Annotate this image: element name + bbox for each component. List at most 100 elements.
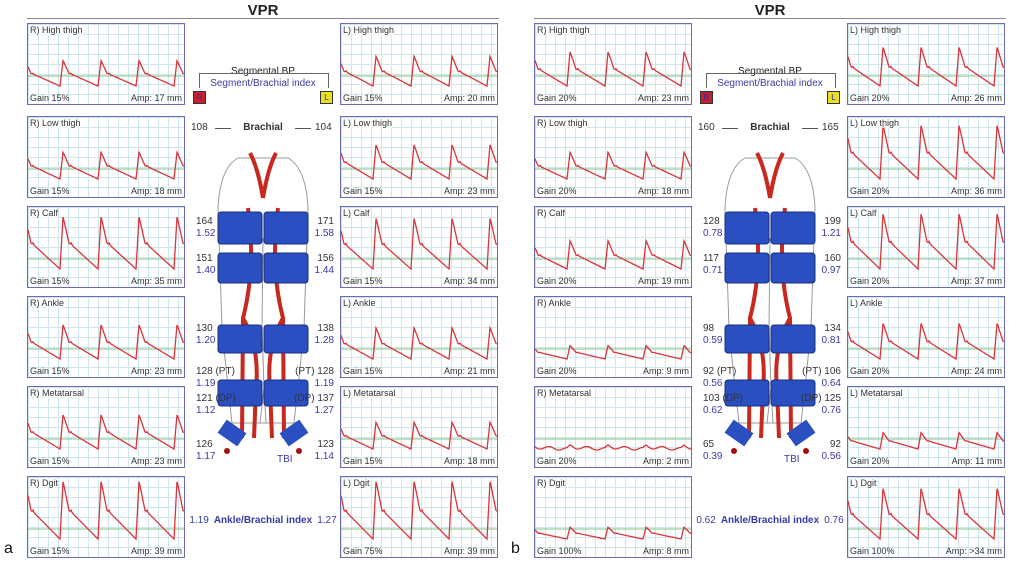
waveform-trace [848, 323, 1004, 361]
bp-cuff [217, 324, 263, 354]
segment-left-bp: (DP) 137 [293, 393, 334, 404]
segment-left-index: 0.76 [821, 405, 841, 416]
brachial-line [215, 128, 231, 129]
waveform-trace [341, 218, 497, 271]
abi-label: Ankle/Brachial index [720, 515, 820, 526]
segment-right-bp: 117 [703, 253, 719, 264]
amplitude-label: Amp: 17 mm [130, 93, 182, 103]
amplitude-label: Amp: 37 mm [950, 276, 1002, 286]
waveform-trace [341, 144, 497, 181]
waveform-trace [848, 47, 1004, 88]
bp-cuff [263, 324, 309, 354]
brachial-right-value: 108 [191, 122, 208, 133]
segment-left-bp: 123 [317, 439, 334, 450]
waveform-chart: R) Metatarsal Gain 15% Amp: 23 mm [27, 386, 185, 468]
amplitude-label: Amp: 11 mm [951, 456, 1002, 466]
waveform-trace [28, 324, 184, 361]
segment-left-bp: 160 [824, 253, 841, 264]
gain-label: Gain 15% [343, 186, 383, 196]
bp-cuff [770, 211, 816, 245]
waveform-chart: R) High thigh Gain 20% Amp: 23 mm [534, 23, 692, 105]
brachial-left-value: 104 [315, 122, 332, 133]
abi-label: Ankle/Brachial index [213, 515, 313, 526]
toe-sensor [296, 448, 302, 454]
gain-label: Gain 20% [850, 366, 890, 376]
panel-title: VPR [754, 2, 786, 19]
waveform-chart: L) High thigh Gain 20% Amp: 26 mm [847, 23, 1005, 105]
chart-label: R) Metatarsal [537, 388, 592, 398]
waveform-chart: L) Low thigh Gain 20% Amp: 36 mm [847, 116, 1005, 198]
segment-left-index: 1.44 [314, 265, 334, 276]
bp-cuff [263, 211, 309, 245]
segment-left-index: 1.27 [314, 405, 334, 416]
bp-cuff [724, 379, 770, 407]
bp-cuff [724, 211, 770, 245]
chart-label: L) Low thigh [850, 118, 900, 128]
gain-label: Gain 20% [850, 456, 890, 466]
bp-cuff [770, 324, 816, 354]
gain-label: Gain 100% [850, 546, 895, 556]
segment-left-bp: (DP) 125 [800, 393, 841, 404]
segment-right-index: 1.12 [196, 405, 216, 416]
legend-bracket [199, 73, 329, 88]
left-leg-marker: L [827, 91, 840, 104]
chart-label: L) Calf [850, 208, 877, 218]
segment-right-bp: 98 [703, 323, 715, 334]
waveform-chart: R) Calf Gain 15% Amp: 35 mm [27, 206, 185, 288]
amplitude-label: Amp: 19 mm [637, 276, 689, 286]
segment-left-index: 0.64 [821, 378, 841, 389]
chart-label: R) Ankle [537, 298, 572, 308]
abi-right-value: 1.19 [189, 515, 209, 526]
waveform-trace [848, 431, 1004, 450]
segment-right-bp: 92 (PT) [703, 366, 737, 377]
waveform-trace [848, 488, 1004, 541]
waveform-chart: R) Low thigh Gain 20% Amp: 18 mm [534, 116, 692, 198]
abi-row: 0.62 Ankle/Brachial index 0.76 [670, 515, 870, 527]
waveform-trace [341, 420, 497, 450]
segment-brachial-index-label: Segment/Brachial index [210, 78, 316, 89]
segment-right-index: 0.56 [703, 378, 723, 389]
segment-left-index: 1.14 [314, 451, 334, 462]
segment-right-index: 1.17 [196, 451, 216, 462]
segment-right-bp: 164 [196, 216, 213, 227]
waveform-chart: R) Metatarsal Gain 20% Amp: 2 mm [534, 386, 692, 468]
gain-label: Gain 15% [343, 456, 383, 466]
bp-cuff [217, 211, 263, 245]
gain-label: Gain 20% [537, 276, 577, 286]
legs-illustration [724, 152, 816, 454]
amplitude-label: Amp: 34 mm [443, 276, 495, 286]
waveform-trace [535, 526, 691, 540]
waveform-chart: L) Dgit Gain 75% Amp: 39 mm [340, 476, 498, 558]
amplitude-label: Amp: 35 mm [130, 276, 182, 286]
amplitude-label: Amp: 21 mm [443, 366, 495, 376]
gain-label: Gain 15% [30, 276, 70, 286]
gain-label: Gain 15% [30, 546, 70, 556]
amplitude-label: Amp: >34 mm [945, 546, 1002, 556]
waveform-trace [28, 217, 184, 271]
waveform-chart: L) Ankle Gain 20% Amp: 24 mm [847, 296, 1005, 378]
amplitude-label: Amp: 18 mm [637, 186, 689, 196]
amplitude-label: Amp: 2 mm [642, 456, 689, 466]
segment-right-index: 0.59 [703, 335, 723, 346]
amplitude-label: Amp: 36 mm [950, 186, 1002, 196]
toe-sensor [731, 448, 737, 454]
segment-right-index: 0.71 [703, 265, 723, 276]
gain-label: Gain 20% [850, 186, 890, 196]
segment-left-index: 1.58 [314, 228, 334, 239]
gain-label: Gain 20% [850, 276, 890, 286]
bp-cuff [217, 252, 263, 284]
waveform-trace [848, 125, 1004, 181]
amplitude-label: Amp: 23 mm [637, 93, 689, 103]
segment-left-bp: 199 [824, 216, 841, 227]
brachial-left-value: 165 [822, 122, 839, 133]
amplitude-label: Amp: 26 mm [950, 93, 1002, 103]
brachial-line [295, 128, 311, 129]
gain-label: Gain 15% [343, 366, 383, 376]
brachial-right-value: 160 [698, 122, 715, 133]
toe-cuff [217, 419, 247, 447]
segment-right-index: 0.62 [703, 405, 723, 416]
left-leg-marker: L [320, 91, 333, 104]
chart-label: R) Metatarsal [30, 388, 85, 398]
waveform-chart: L) High thigh Gain 15% Amp: 20 mm [340, 23, 498, 105]
segment-right-index: 0.78 [703, 228, 723, 239]
